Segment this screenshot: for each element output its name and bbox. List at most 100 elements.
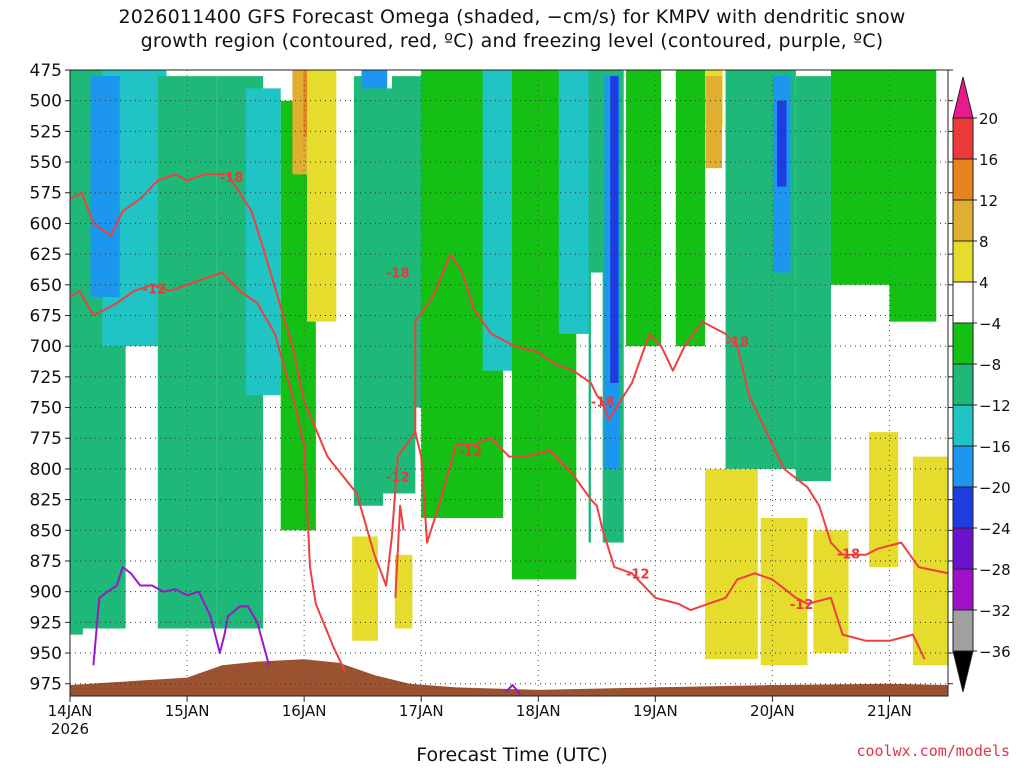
x-tick-label: 17JAN <box>399 702 444 720</box>
chart-title-line-2: growth region (contoured, red, ºC) and f… <box>140 30 884 52</box>
dgz-contour-line <box>394 504 405 598</box>
x-tick-label: 16JAN <box>282 702 327 720</box>
x-axis-title: Forecast Time (UTC) <box>416 744 608 766</box>
dgz-contour-label: -18 <box>726 335 750 350</box>
y-tick-label: 650 <box>30 276 62 296</box>
colorbar-tick-label: −36 <box>979 643 1011 661</box>
dgz-contour-label: -18 <box>386 267 410 282</box>
dgz-contour-label-group: -18 <box>726 335 750 350</box>
omega-column <box>245 88 281 396</box>
y-tick-label: 825 <box>30 491 62 511</box>
dgz-contour-label-group: -12 <box>143 282 167 297</box>
dgz-contour-label-group: -18 <box>386 267 410 282</box>
y-tick-label: 625 <box>30 245 62 265</box>
y-tick-label: 850 <box>30 521 62 541</box>
omega-column <box>777 100 787 187</box>
y-tick-label: 675 <box>30 306 62 326</box>
freezing-level-contour <box>92 566 270 666</box>
y-tick-label: 925 <box>30 613 62 633</box>
dgz-contour-line <box>414 431 926 660</box>
colorbar-swatch <box>952 527 974 570</box>
y-tick-label: 975 <box>30 675 62 695</box>
colorbar-swatch <box>952 609 974 652</box>
dgz-contour-line <box>414 253 948 575</box>
colorbar-tick-label: −12 <box>979 397 1011 415</box>
dgz-contour-label-group: -12 <box>790 598 814 613</box>
y-axis: 475 500 525 550 575 600 625 650 675 700 725 750 775 8… <box>30 61 953 695</box>
colorbar-swatch <box>952 568 974 611</box>
omega-column <box>307 70 337 322</box>
colorbar-swatch <box>952 486 974 529</box>
y-tick-label: 700 <box>30 337 62 357</box>
dgz-contour-label-group: -12 <box>459 445 483 460</box>
y-tick-label: 525 <box>30 122 62 142</box>
omega-column <box>889 70 937 322</box>
y-tick-label: 600 <box>30 214 62 234</box>
dgz-contour-label: -12 <box>459 445 483 460</box>
omega-column <box>705 76 723 169</box>
x-tick-label: 20JAN <box>750 702 795 720</box>
y-tick-label: 575 <box>30 184 62 204</box>
y-tick-label: 725 <box>30 368 62 388</box>
contour-label-layer: -18 -12 -18 -12 -12 -18 -12 -18 -12 -18 <box>143 171 861 613</box>
dgz-contour-label: -12 <box>386 470 410 485</box>
freezing-level-contour <box>504 684 522 696</box>
dgz-contour-line <box>70 173 417 587</box>
colorbar-swatch <box>952 404 974 447</box>
omega-column <box>90 76 120 298</box>
x-year-label: 2026 <box>51 720 89 738</box>
colorbar-tick-label: −20 <box>979 479 1011 497</box>
contour-layer <box>70 173 948 696</box>
colorbar-swatch <box>952 281 974 324</box>
y-tick-label: 475 <box>30 61 62 81</box>
dgz-contour-label-group: -18 <box>591 395 615 410</box>
y-tick-label: 550 <box>30 153 62 173</box>
colorbar-tick-label: 4 <box>979 274 989 292</box>
dgz-contour-label-group: -18 <box>837 548 861 563</box>
omega-column <box>760 518 808 666</box>
dgz-contour-label: -18 <box>591 395 615 410</box>
x-tick-label: 21JAN <box>867 702 912 720</box>
colorbar-tick-label: 12 <box>979 192 998 210</box>
dgz-contour-label: -18 <box>220 171 244 186</box>
omega-column <box>830 70 890 285</box>
omega-column <box>675 70 706 347</box>
dgz-contour-label: -18 <box>837 548 861 563</box>
plot-frame <box>69 69 949 697</box>
colorbar-swatch <box>952 445 974 488</box>
omega-column <box>795 76 831 482</box>
colorbar-tick-label: 20 <box>979 110 998 128</box>
y-tick-label: 775 <box>30 429 62 449</box>
colorbar-tick-label: −8 <box>979 356 1001 374</box>
credit-text: coolwx.com/models <box>856 742 1010 760</box>
colorbar-swatch <box>952 240 974 283</box>
omega-column <box>157 76 217 629</box>
colorbar-swatch <box>952 117 974 160</box>
dgz-contour-label: -12 <box>790 598 814 613</box>
dgz-contour-label-group: -12 <box>626 567 650 582</box>
dgz-contour-line <box>70 271 347 672</box>
colorbar-swatch <box>952 158 974 201</box>
x-tick-label: 14JAN <box>48 702 93 720</box>
x-tick-label: 15JAN <box>165 702 210 720</box>
colorbar-tick-label: −24 <box>979 520 1011 538</box>
omega-column <box>590 272 603 666</box>
colorbar-top-triangle <box>952 76 974 119</box>
colorbar-tick-label: −16 <box>979 438 1011 456</box>
omega-column <box>626 70 662 347</box>
chart-title-line-1: 2026011400 GFS Forecast Omega (shaded, −… <box>118 6 906 28</box>
terrain-ground <box>70 659 948 696</box>
colorbar-swatch <box>952 363 974 406</box>
omega-column <box>610 76 619 383</box>
colorbar: 20 16 12 8 4 −4 −8 −12 −16 −20 −24 −28 −32 −36 <box>952 76 1011 693</box>
y-tick-label: 950 <box>30 644 62 664</box>
y-tick-label: 875 <box>30 552 62 572</box>
x-axis: 14JAN 15JAN 16JAN 17JAN 18JAN 19JAN 20JAN 21JAN… <box>48 696 912 738</box>
dgz-contour-label: -12 <box>626 567 650 582</box>
colorbar-tick-label: −4 <box>979 315 1001 333</box>
colorbar-bottom-triangle <box>952 650 974 693</box>
colorbar-swatch <box>952 199 974 242</box>
x-tick-label: 18JAN <box>516 702 561 720</box>
colorbar-tick-label: 16 <box>979 151 998 169</box>
